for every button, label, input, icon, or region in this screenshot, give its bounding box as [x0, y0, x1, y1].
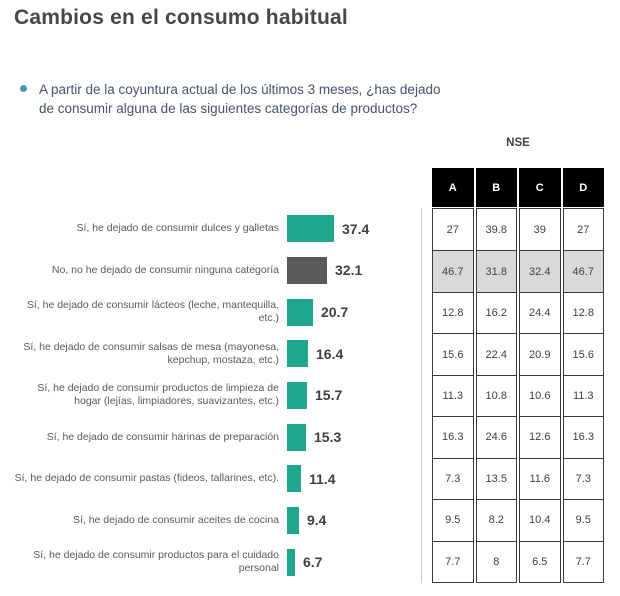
nse-cell: 24.4: [520, 291, 560, 333]
nse-column-header-a: A: [432, 168, 474, 207]
bar: [287, 340, 308, 368]
chart-row: Sí, he dejado de consumir productos de l…: [14, 375, 414, 417]
bar-chart: Sí, he dejado de consumir dulces y galle…: [14, 208, 414, 583]
nse-cell: 7.3: [563, 457, 603, 499]
value-label: 15.3: [314, 429, 342, 446]
nse-column-d: 27 46.7 12.8 15.6 11.3 16.3 7.3 9.5 7.7: [562, 208, 604, 583]
chart-row: Sí, he dejado de consumir salsas de mesa…: [14, 333, 414, 375]
bar: [287, 423, 306, 451]
chart-row: Sí, he dejado de consumir aceites de coc…: [14, 500, 414, 542]
nse-cell: 27: [577, 223, 590, 236]
nse-cell: 24.6: [476, 416, 516, 457]
category-label: Sí, he dejado de consumir salsas de mesa…: [23, 340, 279, 366]
chart-row: Sí, he dejado de consumir lácteos (leche…: [14, 291, 414, 333]
nse-cell: 12.6: [520, 416, 560, 457]
value-label: 16.4: [316, 345, 344, 362]
nse-column-header-d: D: [562, 168, 604, 207]
nse-cell: 10.6: [520, 374, 560, 416]
nse-cell: 39.8: [485, 223, 507, 236]
question-text: A partir de la coyuntura actual de los ú…: [39, 82, 441, 116]
category-label: Sí, he dejado de consumir dulces y galle…: [76, 222, 279, 235]
nse-table: 27 46.7 12.8 15.6 11.3 16.3 7.3 9.5 7.7 …: [432, 208, 604, 583]
category-label: Sí, he dejado de consumir pastas (fideos…: [14, 472, 279, 485]
nse-cell: 13.5: [476, 457, 516, 499]
chart-row: Sí, he dejado de consumir dulces y galle…: [14, 208, 414, 250]
nse-cell: 15.6: [563, 333, 603, 374]
page-title: Cambios en el consumo habitual: [14, 6, 348, 29]
bar: [287, 298, 313, 326]
value-label: 11.4: [309, 470, 336, 487]
bullet-icon: [20, 85, 27, 92]
category-label: No, no he dejado de consumir ninguna cat…: [51, 263, 279, 276]
nse-column-header-b: B: [475, 168, 517, 207]
nse-cell: 27: [446, 223, 459, 236]
value-label: 9.4: [307, 512, 327, 529]
nse-cell: 7.3: [433, 457, 473, 499]
bar: [287, 506, 299, 534]
nse-column-c: 39 32.4 24.4 20.9 10.6 12.6 11.6 10.4 6.…: [519, 208, 561, 583]
value-label: 32.1: [335, 262, 363, 279]
nse-cell: 16.3: [563, 416, 603, 457]
nse-cell: 16.2: [476, 291, 516, 333]
nse-cell: 22.4: [476, 333, 516, 374]
bar: [287, 465, 301, 493]
nse-cell: 10.4: [520, 499, 560, 540]
bar: [287, 548, 295, 576]
nse-cell: 9.5: [433, 499, 473, 540]
nse-cell: 8: [476, 540, 516, 582]
nse-cell: 7.7: [563, 540, 603, 582]
nse-cell: 12.8: [563, 291, 603, 333]
question-block: A partir de la coyuntura actual de los ú…: [20, 80, 470, 118]
nse-cell: 6.5: [520, 540, 560, 582]
bar: [287, 256, 327, 284]
nse-cell: 15.6: [433, 333, 473, 374]
value-label: 37.4: [342, 220, 370, 237]
nse-cell: 11.3: [563, 374, 603, 416]
chart-row: Sí, he dejado de consumir harinas de pre…: [14, 416, 414, 458]
nse-cell: 7.7: [433, 540, 473, 582]
value-label: 15.7: [315, 387, 343, 404]
bar: [287, 215, 334, 243]
nse-cell: 31.8: [476, 250, 516, 292]
chart-row: No, no he dejado de consumir ninguna cat…: [14, 250, 414, 292]
value-label: 20.7: [321, 304, 349, 321]
nse-cell: 46.7: [433, 250, 473, 292]
chart-right-border: [421, 208, 422, 583]
nse-cell: 10.8: [476, 374, 516, 416]
category-label: Sí, he dejado de consumir productos de l…: [37, 382, 279, 408]
nse-table-header: A B C D: [432, 168, 604, 207]
nse-cell: 11.6: [520, 457, 560, 499]
nse-cell: 32.4: [520, 250, 560, 292]
nse-cell: 9.5: [563, 499, 603, 540]
chart-row: Sí, he dejado de consumir pastas (fideos…: [14, 458, 414, 500]
nse-cell: 11.3: [433, 374, 473, 416]
nse-table-title: NSE: [506, 137, 530, 149]
nse-cell: 39: [533, 223, 546, 236]
category-label: Sí, he dejado de consumir aceites de coc…: [72, 513, 279, 526]
nse-cell: 20.9: [520, 333, 560, 374]
category-label: Sí, he dejado de consumir harinas de pre…: [46, 430, 279, 443]
category-label: Sí, he dejado de consumir productos para…: [33, 549, 279, 575]
category-label: Sí, he dejado de consumir lácteos (leche…: [26, 299, 279, 325]
nse-column-header-c: C: [519, 168, 561, 207]
nse-cell: 8.2: [476, 499, 516, 540]
nse-cell: 46.7: [563, 250, 603, 292]
value-label: 6.7: [303, 554, 323, 571]
nse-cell: 12.8: [433, 291, 473, 333]
nse-column-b: 39.8 31.8 16.2 22.4 10.8 24.6 13.5 8.2 8: [475, 208, 517, 583]
nse-column-a: 27 46.7 12.8 15.6 11.3 16.3 7.3 9.5 7.7: [432, 208, 474, 583]
chart-row: Sí, he dejado de consumir productos para…: [14, 541, 414, 583]
nse-cell: 16.3: [433, 416, 473, 457]
bar: [287, 381, 307, 409]
